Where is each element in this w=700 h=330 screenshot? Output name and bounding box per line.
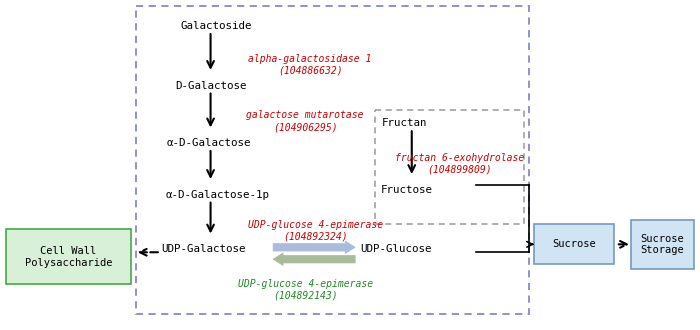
Text: α-D-Galactose: α-D-Galactose	[167, 138, 251, 148]
Text: UDP-glucose 4-epimerase
(104892324): UDP-glucose 4-epimerase (104892324)	[248, 219, 383, 241]
Text: Cell Wall
Polysaccharide: Cell Wall Polysaccharide	[25, 246, 113, 268]
Text: Sucrose
Storage: Sucrose Storage	[640, 234, 684, 255]
Text: alpha-galactosidase 1
(104886632): alpha-galactosidase 1 (104886632)	[248, 54, 372, 76]
Text: UDP-Galactose: UDP-Galactose	[161, 244, 245, 254]
Bar	[631, 219, 694, 269]
Text: galactose mutarotase
(104906295): galactose mutarotase (104906295)	[246, 111, 364, 132]
Bar	[136, 6, 529, 314]
Text: Fructose: Fructose	[381, 185, 433, 195]
Text: Sucrose: Sucrose	[552, 239, 596, 249]
Text: D-Galactose: D-Galactose	[176, 81, 247, 91]
Text: Fructan: Fructan	[382, 118, 428, 128]
Text: fructan 6-exohydrolase
(104899809): fructan 6-exohydrolase (104899809)	[395, 153, 524, 175]
Bar	[375, 111, 524, 224]
Bar	[6, 229, 131, 284]
Bar	[534, 224, 614, 264]
Text: α-D-Galactose-1p: α-D-Galactose-1p	[166, 190, 270, 200]
Text: UDP-Glucose: UDP-Glucose	[360, 244, 431, 254]
Text: UDP-glucose 4-epimerase
(104892143): UDP-glucose 4-epimerase (104892143)	[237, 279, 372, 301]
Text: Galactoside: Galactoside	[181, 21, 252, 31]
